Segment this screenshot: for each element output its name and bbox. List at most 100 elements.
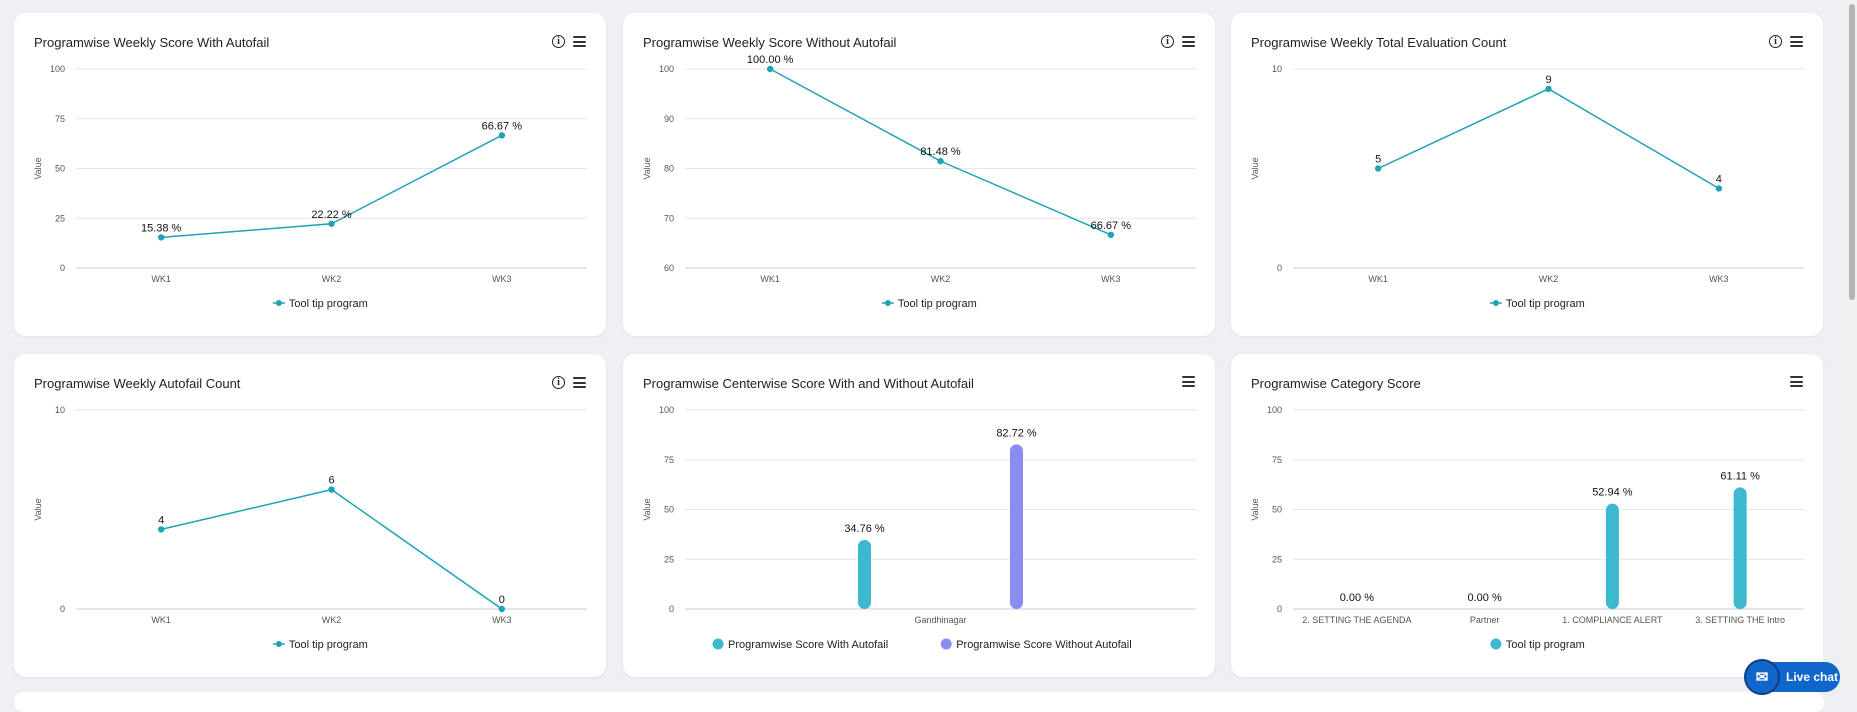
x-tick-label: 3. SETTING THE Intro (1695, 615, 1785, 625)
legend-marker[interactable] (940, 638, 952, 650)
chart-toolbar: i (552, 376, 586, 389)
hamburger-menu-icon[interactable] (573, 36, 586, 47)
legend-marker[interactable] (275, 641, 282, 647)
data-point[interactable] (157, 526, 165, 533)
chart-plot: 0 10 Value 5 9 4 WK1 WK2 WK3 Tool tip program (1250, 64, 1804, 310)
x-tick-label: WK3 (492, 615, 512, 625)
hamburger-menu-icon[interactable] (1182, 36, 1195, 47)
y-tick-label: 0 (669, 604, 674, 614)
hamburger-menu-icon[interactable] (1790, 376, 1803, 387)
data-point[interactable] (766, 65, 774, 73)
data-point[interactable] (498, 605, 506, 613)
info-icon[interactable]: i (552, 376, 565, 389)
y-tick-label: 100 (659, 405, 674, 415)
x-tick-label: WK2 (322, 615, 342, 625)
chart-toolbar: i (1769, 35, 1803, 48)
y-axis-label: Value (33, 157, 43, 179)
info-icon[interactable]: i (1161, 35, 1174, 48)
scrollbar-thumb[interactable] (1849, 4, 1855, 300)
y-tick-label: 70 (664, 213, 674, 223)
hamburger-menu-icon[interactable] (1182, 376, 1195, 387)
chart-plot: 0 25 50 75 100 Value 34.76 % 82.72 % Gandhinagar… (642, 405, 1196, 651)
y-tick-label: 50 (55, 164, 65, 174)
chart-title: Programwise Weekly Score With Autofail (34, 35, 270, 50)
data-point[interactable] (1374, 165, 1382, 172)
data-label: 22.22 % (311, 209, 352, 221)
data-label: 82.72 % (996, 427, 1037, 439)
chart-toolbar: i (1161, 35, 1195, 48)
y-tick-label: 100 (50, 64, 65, 74)
bar[interactable] (858, 539, 871, 609)
legend-marker[interactable] (884, 300, 891, 306)
legend-label[interactable]: Programwise Score Without Autofail (956, 639, 1131, 651)
y-tick-label: 80 (664, 164, 674, 174)
legend-label[interactable]: Tool tip program (898, 298, 977, 310)
legend-label[interactable]: Tool tip program (289, 639, 368, 651)
legend-label[interactable]: Tool tip program (1506, 639, 1585, 651)
chart-card-c3: Programwise Weekly Total Evaluation Coun… (1231, 13, 1823, 336)
x-tick-label: WK3 (1709, 274, 1729, 284)
legend-label[interactable]: Tool tip program (1506, 298, 1585, 310)
data-point[interactable] (328, 220, 335, 227)
y-tick-label: 50 (1272, 505, 1282, 515)
bar[interactable] (1010, 444, 1023, 609)
data-label: 66.67 % (1091, 220, 1132, 232)
live-chat-button[interactable]: ✉ Live chat (1744, 659, 1840, 695)
page-scrollbar[interactable] (1847, 0, 1857, 699)
data-point[interactable] (1107, 231, 1115, 239)
data-point[interactable] (937, 157, 944, 165)
y-tick-label: 50 (664, 505, 674, 515)
x-tick-label: WK1 (151, 615, 171, 625)
series-line (160, 488, 503, 610)
x-tick-label: WK1 (151, 274, 171, 284)
chart-toolbar: i (552, 35, 586, 48)
chart-title: Programwise Weekly Autofail Count (34, 376, 241, 391)
y-tick-label: 75 (55, 114, 65, 124)
data-point[interactable] (1545, 85, 1552, 93)
y-axis-label: Value (1250, 498, 1260, 520)
data-point[interactable] (498, 132, 506, 139)
chart-plot: 0 25 50 75 100 Value 0.00 % 2. SETTING THE AGEN… (1250, 405, 1804, 651)
series-line (1377, 88, 1720, 190)
chart-card-c4: Programwise Weekly Autofail Count i 0 10 Val… (14, 354, 606, 677)
y-tick-label: 90 (664, 114, 674, 124)
data-label: 9 (1545, 74, 1551, 86)
data-label: 5 (1375, 154, 1381, 166)
y-axis-label: Value (642, 498, 652, 520)
chart-card-c1: Programwise Weekly Score With Autofail i 0… (14, 13, 606, 336)
y-tick-label: 0 (60, 263, 65, 273)
hamburger-menu-icon[interactable] (573, 377, 586, 388)
next-card-edge (14, 692, 1824, 712)
y-tick-label: 100 (659, 64, 674, 74)
chart-card-c2: Programwise Weekly Score Without Autofai… (623, 13, 1215, 336)
y-tick-label: 0 (60, 604, 65, 614)
legend-label[interactable]: Tool tip program (289, 298, 368, 310)
bar[interactable] (1605, 503, 1619, 609)
y-tick-label: 100 (1267, 405, 1282, 415)
legend-marker[interactable] (1492, 300, 1499, 306)
data-label: 15.38 % (141, 222, 182, 234)
hamburger-menu-icon[interactable] (1790, 36, 1803, 47)
chart-title: Programwise Centerwise Score With and Wi… (643, 376, 974, 391)
y-tick-label: 75 (664, 455, 674, 465)
x-tick-label: WK2 (1539, 274, 1559, 284)
legend-label[interactable]: Programwise Score With Autofail (728, 639, 888, 651)
y-axis-label: Value (642, 157, 652, 179)
y-tick-label: 25 (55, 213, 65, 223)
y-tick-label: 60 (664, 263, 674, 273)
bar[interactable] (1733, 487, 1747, 609)
info-icon[interactable]: i (1769, 35, 1782, 48)
x-tick-label: 2. SETTING THE AGENDA (1302, 615, 1411, 625)
data-point[interactable] (1715, 185, 1723, 192)
data-label: 4 (158, 514, 164, 526)
legend-marker[interactable] (1490, 638, 1502, 650)
chart-toolbar (1182, 376, 1195, 387)
chart-card-c6: Programwise Category Score 0 25 50 75 100 Valu… (1231, 354, 1823, 677)
legend-marker[interactable] (712, 638, 724, 650)
x-tick-label: WK3 (1101, 274, 1121, 284)
data-point[interactable] (157, 234, 165, 241)
chart-title: Programwise Weekly Total Evaluation Coun… (1251, 35, 1507, 50)
legend-marker[interactable] (275, 300, 282, 306)
data-point[interactable] (328, 486, 335, 493)
info-icon[interactable]: i (552, 35, 565, 48)
